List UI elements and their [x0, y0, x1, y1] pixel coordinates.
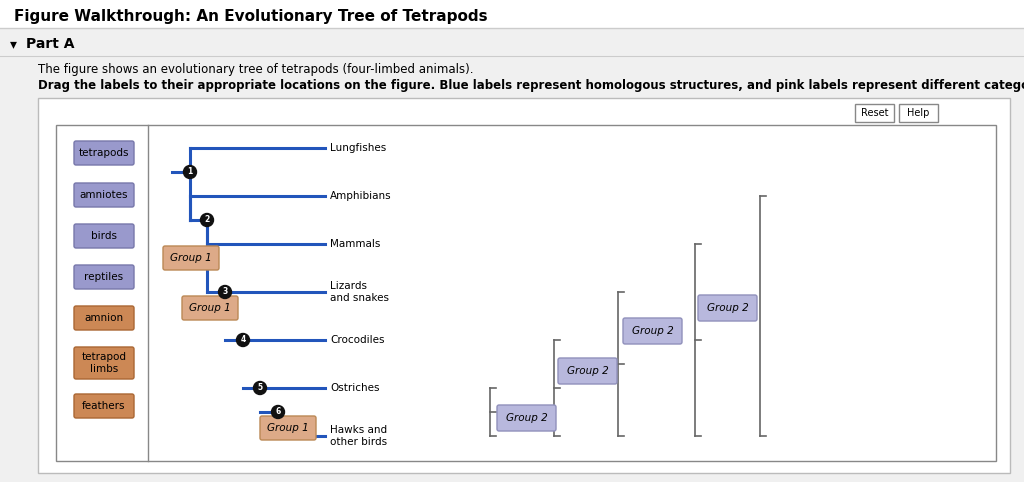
Text: Crocodiles: Crocodiles	[330, 335, 384, 345]
Circle shape	[254, 381, 266, 394]
Text: feathers: feathers	[82, 401, 126, 411]
Text: Group 1: Group 1	[267, 423, 309, 433]
Text: 4: 4	[241, 335, 246, 345]
FancyBboxPatch shape	[38, 98, 1010, 473]
Text: 5: 5	[257, 384, 262, 392]
FancyBboxPatch shape	[182, 296, 238, 320]
FancyBboxPatch shape	[558, 358, 617, 384]
FancyBboxPatch shape	[74, 183, 134, 207]
Text: Amphibians: Amphibians	[330, 191, 391, 201]
FancyBboxPatch shape	[855, 104, 894, 122]
FancyBboxPatch shape	[74, 224, 134, 248]
Circle shape	[218, 285, 231, 298]
Text: 6: 6	[275, 407, 281, 416]
FancyBboxPatch shape	[260, 416, 316, 440]
Text: Group 1: Group 1	[170, 253, 212, 263]
FancyBboxPatch shape	[163, 246, 219, 270]
Text: 2: 2	[205, 215, 210, 225]
FancyBboxPatch shape	[56, 125, 996, 461]
Text: Lizards
and snakes: Lizards and snakes	[330, 281, 389, 303]
Circle shape	[271, 405, 285, 418]
Text: Lungfishes: Lungfishes	[330, 143, 386, 153]
Text: Ostriches: Ostriches	[330, 383, 380, 393]
FancyBboxPatch shape	[698, 295, 757, 321]
Text: reptiles: reptiles	[84, 272, 124, 282]
Text: ▾: ▾	[10, 37, 17, 51]
FancyBboxPatch shape	[623, 318, 682, 344]
Text: The figure shows an evolutionary tree of tetrapods (four-limbed animals).: The figure shows an evolutionary tree of…	[38, 64, 473, 77]
Circle shape	[183, 165, 197, 178]
Text: tetrapods: tetrapods	[79, 148, 129, 158]
Text: Group 2: Group 2	[566, 366, 608, 376]
Text: Group 2: Group 2	[506, 413, 548, 423]
FancyBboxPatch shape	[74, 306, 134, 330]
Text: Group 2: Group 2	[632, 326, 674, 336]
Circle shape	[201, 214, 213, 227]
Text: 3: 3	[222, 287, 227, 296]
FancyBboxPatch shape	[0, 28, 1024, 482]
Text: Mammals: Mammals	[330, 239, 380, 249]
FancyBboxPatch shape	[74, 265, 134, 289]
Text: amnion: amnion	[84, 313, 124, 323]
FancyBboxPatch shape	[74, 394, 134, 418]
FancyBboxPatch shape	[899, 104, 938, 122]
FancyBboxPatch shape	[74, 347, 134, 379]
Text: Group 1: Group 1	[189, 303, 230, 313]
FancyBboxPatch shape	[497, 405, 556, 431]
Text: Part A: Part A	[26, 37, 75, 51]
Text: amniotes: amniotes	[80, 190, 128, 200]
Text: Group 2: Group 2	[707, 303, 749, 313]
Text: Reset: Reset	[861, 108, 888, 118]
Text: Drag the labels to their appropriate locations on the figure. Blue labels repres: Drag the labels to their appropriate loc…	[38, 80, 1024, 93]
Text: tetrapod
limbs: tetrapod limbs	[82, 352, 127, 374]
Text: Help: Help	[907, 108, 930, 118]
Text: Hawks and
other birds: Hawks and other birds	[330, 425, 387, 447]
FancyBboxPatch shape	[0, 0, 1024, 28]
Text: Figure Walkthrough: An Evolutionary Tree of Tetrapods: Figure Walkthrough: An Evolutionary Tree…	[14, 9, 487, 24]
Text: birds: birds	[91, 231, 117, 241]
Circle shape	[237, 334, 250, 347]
FancyBboxPatch shape	[74, 141, 134, 165]
Text: 1: 1	[187, 168, 193, 176]
